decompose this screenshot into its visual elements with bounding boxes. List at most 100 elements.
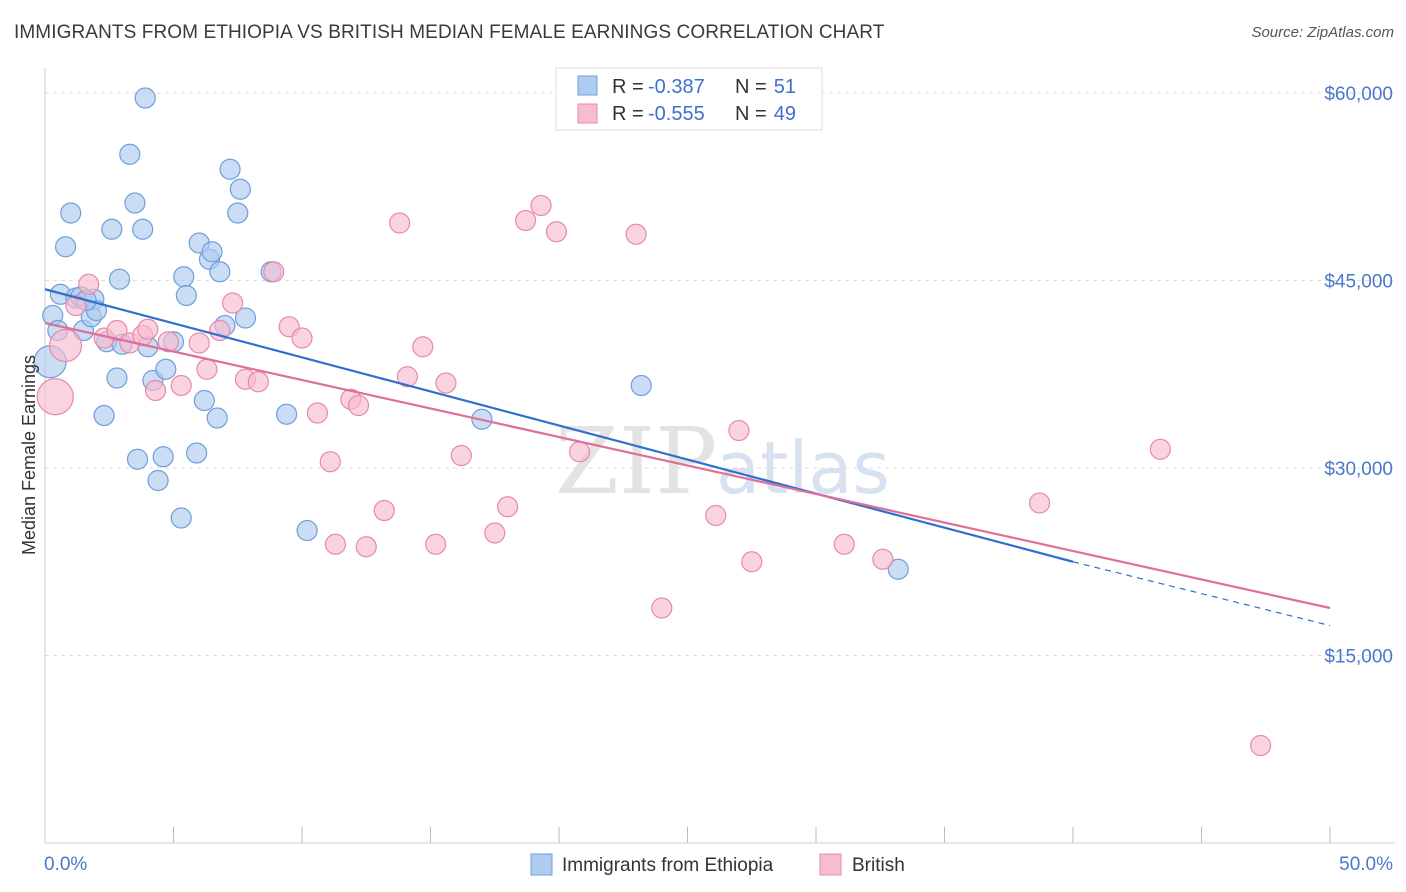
y-tick-labels: $15,000 $30,000 $45,000 $60,000 [1324, 84, 1393, 668]
british-point-33 [450, 444, 472, 467]
axes [44, 68, 1395, 844]
bottom-legend-swatch-ethiopia [530, 853, 553, 876]
x-tick-label-min: 0.0% [44, 854, 87, 875]
british-point-42 [705, 504, 727, 527]
ethiopia-point-48 [630, 374, 652, 397]
ethiopia-point-30 [173, 266, 195, 288]
ethiopia-point-15 [106, 367, 128, 389]
ethiopia-trend-line-extension [1072, 561, 1331, 627]
british-point-11 [170, 374, 192, 397]
british-point-31 [425, 533, 447, 555]
ethiopia-point-18 [119, 143, 141, 165]
ethiopia-point-20 [126, 448, 149, 470]
stats-legend: R = -0.387 N = 51 R = -0.555 N = 49 [555, 67, 823, 131]
ethiopia-point-37 [206, 407, 228, 429]
ethiopia-point-40 [227, 202, 249, 224]
y-axis-label: Median Female Earnings [19, 355, 39, 555]
ethiopia-point-25 [147, 469, 169, 492]
legend-r-label-ethiopia: R = [612, 76, 644, 98]
watermark-atlas: atlas [716, 426, 890, 510]
british-point-2 [65, 294, 87, 317]
british-point-37 [530, 194, 552, 217]
chart-title: IMMIGRANTS FROM ETHIOPIA VS BRITISH MEDI… [14, 22, 885, 43]
british-point-34 [484, 522, 506, 544]
watermark: ZIP atlas [555, 408, 890, 515]
british-point-30 [412, 336, 434, 358]
british-point-12 [188, 332, 210, 354]
british-point-15 [222, 292, 244, 314]
series-british-points [36, 194, 1272, 757]
british-point-36 [514, 209, 537, 232]
legend-n-value-ethiopia: 51 [774, 76, 796, 98]
british-point-5 [106, 319, 128, 342]
ethiopia-point-49 [887, 558, 909, 580]
legend-swatch-ethiopia [577, 75, 598, 96]
british-point-22 [319, 451, 341, 473]
y-tick-label-15000: $15,000 [1324, 647, 1393, 668]
british-point-1 [48, 328, 83, 363]
british-point-48 [1149, 438, 1171, 460]
british-point-39 [568, 441, 591, 463]
british-point-9 [144, 379, 167, 402]
ethiopia-point-19 [124, 192, 146, 214]
british-point-43 [728, 419, 750, 442]
british-point-17 [247, 371, 269, 393]
british-point-8 [137, 318, 159, 340]
ethiopia-point-43 [234, 307, 257, 329]
british-point-20 [291, 327, 313, 349]
british-point-45 [833, 533, 855, 555]
british-point-38 [545, 221, 568, 243]
bottom-legend-label-ethiopia: Immigrants from Ethiopia [562, 855, 774, 876]
stats-legend-box [555, 67, 823, 131]
y-tick-label-30000: $30,000 [1324, 459, 1393, 480]
british-point-14 [209, 319, 231, 342]
british-point-29 [396, 366, 418, 388]
ethiopia-point-5 [60, 202, 82, 224]
british-point-23 [324, 533, 347, 555]
ethiopia-point-32 [186, 442, 208, 464]
british-point-44 [741, 551, 763, 573]
british-point-47 [1028, 492, 1051, 514]
british-point-25 [347, 394, 370, 417]
legend-r-label-british: R = [612, 103, 644, 125]
series-ethiopia-points [33, 87, 909, 580]
british-point-32 [435, 372, 457, 394]
british-point-3 [78, 273, 100, 295]
ethiopia-point-45 [275, 403, 298, 425]
british-point-41 [651, 597, 673, 619]
british-point-26 [355, 536, 377, 558]
ethiopia-point-31 [175, 284, 197, 307]
legend-n-value-british: 49 [774, 103, 796, 125]
ethiopia-point-12 [93, 404, 115, 427]
source-label: Source: ZipAtlas.com [1251, 24, 1394, 41]
legend-swatch-british [577, 103, 598, 124]
ethiopia-point-27 [155, 358, 177, 380]
ethiopia-point-29 [170, 507, 192, 529]
ethiopia-point-46 [296, 519, 318, 542]
ethiopia-point-38 [209, 261, 231, 283]
ethiopia-point-22 [134, 87, 156, 109]
british-point-49 [1250, 734, 1272, 757]
british-point-27 [373, 499, 395, 522]
ethiopia-point-39 [219, 158, 241, 180]
y-tick-label-60000: $60,000 [1324, 84, 1393, 105]
ethiopia-point-16 [108, 268, 131, 290]
ethiopia-point-21 [132, 218, 154, 240]
y-tick-label-45000: $45,000 [1324, 272, 1393, 293]
legend-n-label-ethiopia: N = [735, 76, 767, 98]
ethiopia-point-14 [101, 218, 123, 240]
british-point-13 [196, 358, 218, 380]
series-legend: Immigrants from Ethiopia British [530, 853, 905, 876]
bottom-legend-label-british: British [852, 855, 905, 876]
ethiopia-point-26 [152, 446, 174, 468]
british-point-18 [263, 261, 285, 283]
trend-lines [44, 288, 1331, 627]
bottom-legend-swatch-british [819, 853, 842, 876]
british-point-28 [389, 212, 411, 234]
british-point-0 [36, 378, 74, 416]
legend-r-value-ethiopia: -0.387 [648, 76, 705, 98]
british-trend-line [44, 321, 1331, 610]
ethiopia-point-41 [229, 178, 251, 200]
british-point-10 [157, 331, 179, 353]
